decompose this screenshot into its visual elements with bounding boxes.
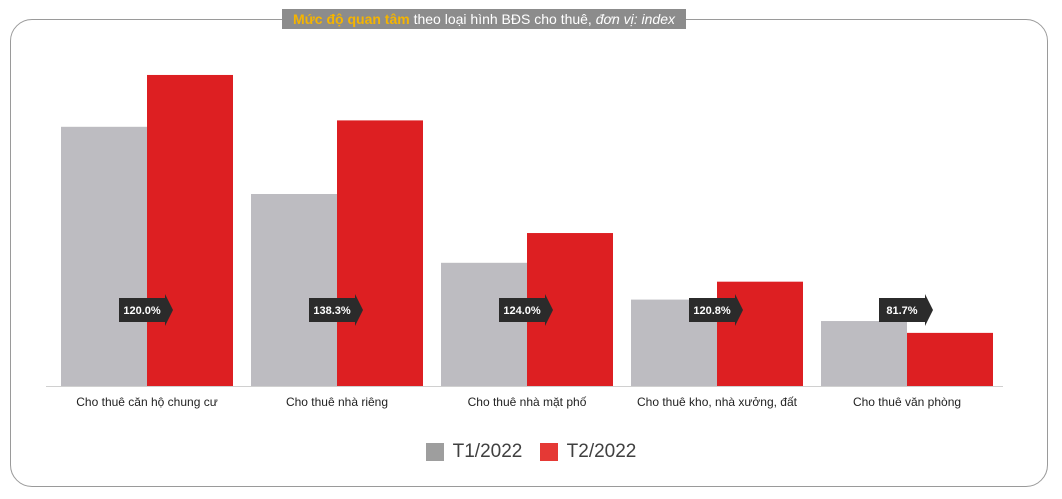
bar-1-5 — [821, 321, 907, 386]
change-label-2: 138.3% — [313, 305, 351, 317]
change-label-5: 81.7% — [886, 305, 917, 317]
change-label-4: 120.8% — [693, 305, 731, 317]
chart-title: Mức độ quan tâm theo loại hình BĐS cho t… — [282, 9, 687, 29]
change-label-1: 120.0% — [123, 305, 161, 317]
bar-2-4 — [717, 281, 803, 386]
change-arrow-3 — [499, 294, 553, 326]
bar-2-2 — [337, 120, 423, 387]
category-label: Cho thuê nhà mặt phố — [468, 395, 587, 409]
category-label: Cho thuê kho, nhà xưởng, đất — [637, 395, 798, 409]
bar-2-5 — [907, 332, 993, 386]
title-highlight: Mức độ quan tâm — [293, 11, 410, 27]
change-arrow-1 — [119, 294, 173, 326]
legend-label-t2: T2/2022 — [566, 441, 637, 462]
change-arrow-2 — [309, 294, 363, 326]
category-label: Cho thuê căn hộ chung cư — [76, 395, 217, 409]
bar-1-1 — [61, 126, 147, 387]
bar-1-3 — [441, 262, 527, 386]
change-arrow-5 — [879, 294, 933, 326]
change-label-3: 124.0% — [503, 305, 541, 317]
title-main: theo loại hình BĐS cho thuê, — [409, 11, 596, 27]
bar-1-2 — [251, 194, 337, 386]
category-label: Cho thuê nhà riêng — [286, 395, 388, 409]
category-label: Cho thuê văn phòng — [853, 395, 961, 409]
legend-swatch-t1 — [425, 443, 444, 461]
change-arrow-4 — [689, 294, 743, 326]
bar-2-1 — [147, 74, 233, 387]
legend-swatch-t2 — [539, 443, 558, 461]
legend-item-t1: T1/2022 — [425, 441, 523, 463]
legend-label-t1: T1/2022 — [452, 441, 523, 462]
title-unit: đơn vị: index — [595, 11, 676, 27]
legend: T1/2022 T2/2022 — [0, 441, 1062, 467]
legend-item-t2: T2/2022 — [539, 441, 637, 463]
